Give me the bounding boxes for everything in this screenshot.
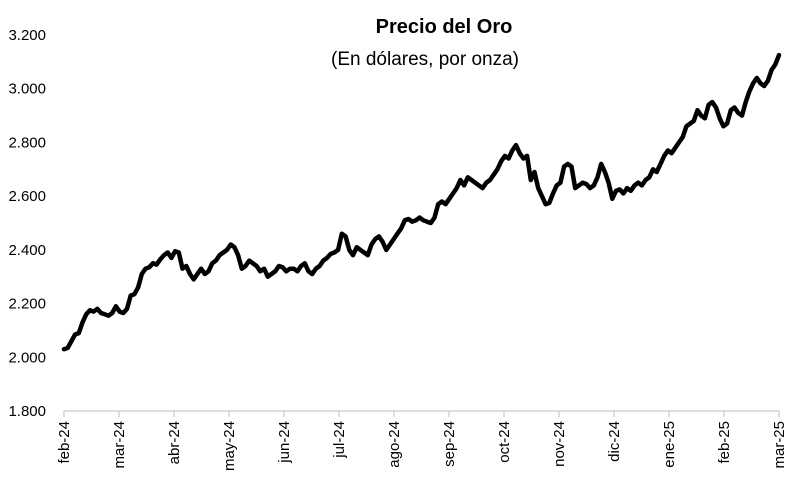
x-tick-label: nov-24 (551, 421, 568, 467)
x-axis: feb-24 mar-24 abr-24 may-24 jun-24 jul-24 ago-… (56, 410, 788, 471)
x-tick-label: mar-24 (111, 421, 128, 469)
x-tick-label: ago-24 (386, 421, 403, 468)
y-tick-label: 2.400 (8, 242, 46, 259)
y-tick-label: 1.800 (8, 403, 46, 420)
y-tick-label: 2.600 (8, 188, 46, 205)
x-tick-label: may-24 (221, 421, 238, 471)
chart-subtitle: (En dólares, por onza) (331, 49, 519, 70)
series-line (61, 52, 782, 352)
x-tick-label: ene-25 (661, 421, 678, 468)
y-tick-label: 3.200 (8, 27, 46, 44)
y-axis: 1.800 2.000 2.200 2.400 2.600 2.800 3.000 3.200 (8, 27, 46, 420)
x-tick-label: jul-24 (331, 421, 348, 459)
plot-area (61, 52, 782, 352)
x-tick-label: oct-24 (496, 421, 513, 463)
x-tick-label: feb-25 (716, 421, 733, 464)
x-tick-label: dic-24 (606, 421, 623, 462)
y-tick-label: 2.800 (8, 134, 46, 151)
y-tick-label: 3.000 (8, 81, 46, 98)
x-tick-label: mar-25 (771, 421, 788, 469)
y-tick-label: 2.000 (8, 349, 46, 366)
x-tick-label: abr-24 (166, 421, 183, 464)
y-tick-label: 2.200 (8, 296, 46, 313)
chart-title: Precio del Oro (376, 16, 513, 38)
x-tick-label: feb-24 (56, 421, 73, 464)
x-tick-label: jun-24 (276, 421, 293, 464)
x-tick-label: sep-24 (441, 421, 458, 467)
